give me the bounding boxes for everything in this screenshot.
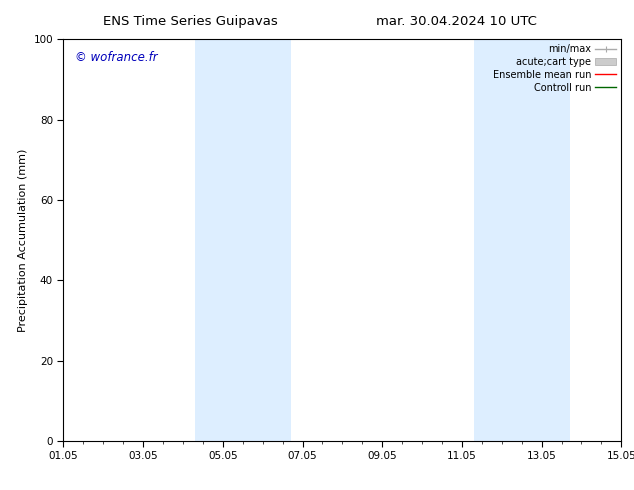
Bar xyxy=(474,39,514,441)
Bar xyxy=(195,39,235,441)
Legend: min/max, acute;cart type, Ensemble mean run, Controll run: min/max, acute;cart type, Ensemble mean … xyxy=(489,41,619,96)
Bar xyxy=(514,39,569,441)
Text: mar. 30.04.2024 10 UTC: mar. 30.04.2024 10 UTC xyxy=(376,15,537,28)
Text: © wofrance.fr: © wofrance.fr xyxy=(75,51,157,64)
Text: ENS Time Series Guipavas: ENS Time Series Guipavas xyxy=(103,15,278,28)
Y-axis label: Precipitation Accumulation (mm): Precipitation Accumulation (mm) xyxy=(18,148,28,332)
Bar xyxy=(235,39,290,441)
